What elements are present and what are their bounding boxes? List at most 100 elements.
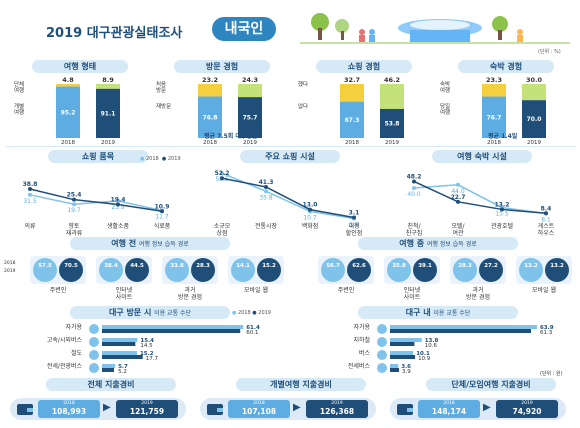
series-line-v19	[221, 177, 355, 219]
data-point	[220, 176, 224, 181]
series-line-v19	[29, 188, 163, 213]
category-label: 식료품	[153, 223, 171, 230]
bar-value-label: 23.3	[486, 76, 502, 84]
data-label: 19.4	[111, 196, 126, 203]
bar-top-segment	[56, 84, 80, 87]
bar-2018	[390, 338, 422, 342]
bar-2019	[390, 342, 415, 346]
bar-value-label: 91.1	[101, 110, 116, 117]
average-note: 평균 7.5회 대구방문	[204, 133, 258, 140]
data-label: 22.7	[451, 194, 466, 201]
bar-2018	[390, 364, 399, 368]
category-label: 생활소품	[106, 223, 130, 230]
bar-2019	[102, 355, 143, 359]
data-point	[264, 184, 268, 189]
value-2019-circle: 13.2	[545, 258, 569, 282]
bar-bottom-segment	[238, 97, 262, 138]
bar-value-label: 46.2	[384, 76, 400, 84]
data-point	[456, 182, 460, 187]
data-label: 19.7	[67, 207, 81, 214]
bar-top-segment	[198, 84, 222, 97]
vehicle-icon	[89, 350, 99, 360]
data-label: 8.1	[541, 217, 551, 224]
year-label: 2018	[203, 140, 217, 144]
bar-bottom-segment	[340, 101, 364, 138]
year-label: 2019	[243, 140, 257, 144]
year-legend: 2018 2019	[4, 261, 16, 275]
panel-title-p1: 여행 형태	[32, 60, 128, 73]
bar-top-segment	[482, 84, 506, 97]
info-title-during: 여행 중 여행 정보 습득 경로	[358, 237, 518, 250]
year-label: 2018	[61, 140, 75, 144]
vehicle-icon	[89, 337, 99, 347]
arrow-right-icon: ▶	[103, 402, 111, 413]
line-chart-l3: 40.0 44.0 15.5 8.1 48.2 22.7 13.2 8.4	[407, 173, 552, 224]
data-point	[72, 202, 76, 207]
category-label: 소규모 상점	[213, 223, 231, 237]
bar-value-label: 61.3	[540, 330, 553, 336]
data-point	[544, 211, 548, 216]
bar-bottom-segment	[96, 88, 120, 138]
data-label: 38.8	[23, 181, 38, 188]
series-label: 숙박 여행	[440, 82, 451, 95]
vehicle-icon	[377, 350, 387, 360]
value-2019-circle: 70.5	[59, 258, 83, 282]
value-2018-circle: 35.8	[387, 258, 411, 282]
data-point	[456, 199, 460, 204]
transport-label: 자가용	[65, 324, 82, 331]
wallet-icon	[397, 404, 413, 415]
bar-value-label: 13.8	[425, 338, 439, 344]
data-label: 44.0	[451, 188, 465, 195]
bar-value-label: 24.3	[242, 76, 258, 84]
data-point	[72, 197, 76, 202]
bar-bottom-segment	[482, 96, 506, 138]
data-point	[116, 202, 120, 207]
info-item-label: 주변인	[337, 287, 355, 294]
spend-2019: 2019 121,759	[116, 400, 178, 418]
series-line-v18	[221, 172, 355, 220]
data-label: 10.9	[155, 203, 170, 210]
value-2019-circle: 62.6	[347, 258, 371, 282]
value-2019-circle: 27.2	[479, 258, 503, 282]
data-point	[28, 186, 32, 191]
data-label: 40.0	[407, 191, 421, 198]
value-2018-circle: 57.5	[33, 258, 57, 282]
series-line-v18	[413, 184, 547, 215]
category-label: 향토 재과류	[65, 223, 83, 237]
bar-2019	[390, 329, 531, 333]
bar-value-label: 32.7	[344, 76, 360, 84]
vehicle-icon	[89, 324, 99, 334]
average-note: 평균 1.4일	[488, 133, 518, 140]
line-chart-l2: 58.535.810.71.852.241.313.03.1	[215, 170, 360, 228]
bar-value-label: 63.9	[540, 325, 554, 331]
tree-icon	[492, 16, 508, 40]
data-label: 35.8	[259, 194, 273, 201]
data-label: 10.7	[303, 214, 317, 221]
bar-2019	[102, 368, 114, 372]
transport-bars-right: 63.961.3 13.810.6 10.110.9 3.63.9	[377, 324, 554, 375]
bar-value-label: 14.5	[140, 343, 153, 349]
value-2019-circle: 15.2	[257, 258, 281, 282]
info-item-label: 인터넷 사이트	[403, 287, 421, 301]
data-point	[264, 189, 268, 194]
data-label: 13.0	[303, 202, 318, 209]
arrow-right-icon: ▶	[293, 402, 301, 413]
year-label: 2019	[385, 140, 399, 144]
data-label: 41.3	[259, 179, 274, 186]
bar-top-segment	[522, 84, 546, 101]
year-label: 2019	[527, 140, 541, 144]
category-label: 전통시장	[254, 223, 278, 230]
bar-bottom-segment	[522, 100, 546, 138]
tree-icon	[311, 13, 329, 40]
spend-2019: 2019 126,368	[306, 400, 368, 418]
category-label: 의류	[24, 223, 36, 230]
bar-top-segment	[340, 84, 364, 102]
stacked-bar-p1: 4.8 95.2 2018 8.9 91.1 2019	[56, 76, 120, 144]
data-point	[160, 209, 164, 214]
transport-label: 전세/관광버스	[46, 363, 82, 370]
bar-value-label: 5.2	[118, 369, 127, 375]
bar-value-label: 95.2	[61, 109, 76, 116]
value-2019-circle: 39.1	[413, 258, 437, 282]
info-item-label: 과거 방문 경험	[178, 287, 202, 301]
